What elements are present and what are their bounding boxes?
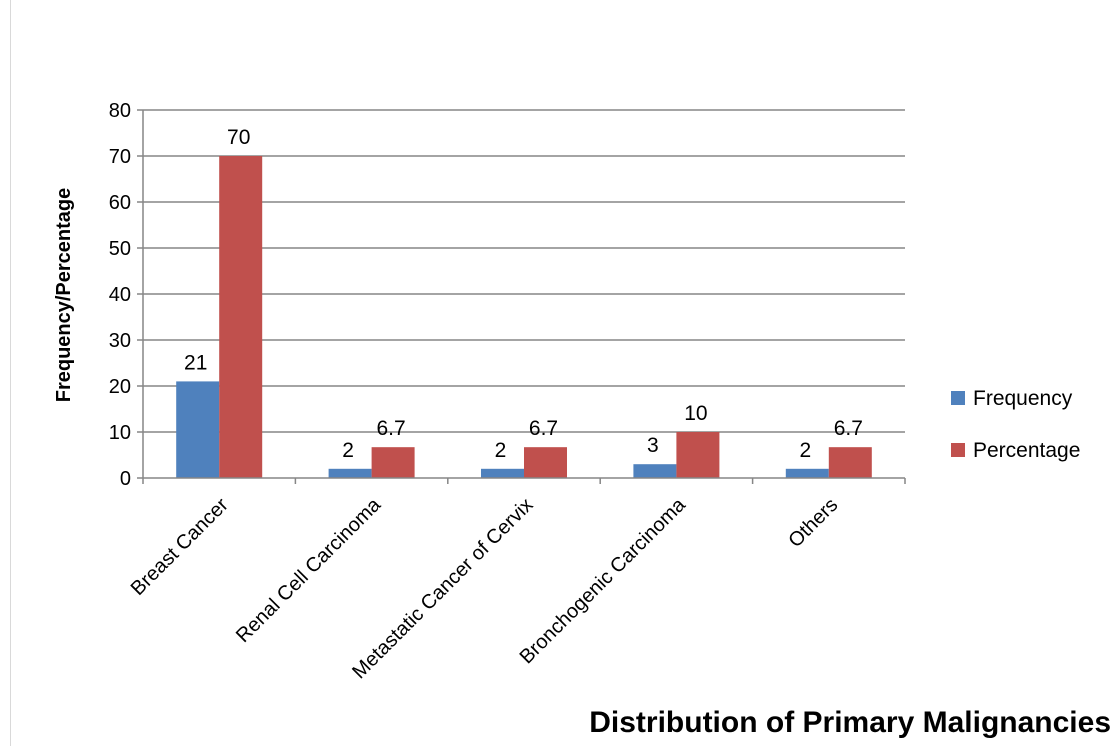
- data-label-frequency: 2: [342, 439, 354, 462]
- y-tick-label: 40: [109, 284, 131, 306]
- y-tick-label: 50: [109, 238, 131, 260]
- y-tick-label: 70: [109, 146, 131, 168]
- category-label: Renal Cell Carcinoma: [232, 493, 386, 647]
- left-border: [10, 0, 11, 746]
- category-label: Breast Cancer: [127, 494, 233, 600]
- y-tick-label: 80: [109, 100, 131, 122]
- category-label: Bronchogenic Carcinoma: [516, 493, 691, 668]
- y-axis-title: Frequency/Percentage: [53, 188, 75, 403]
- gridlines: [143, 109, 905, 433]
- data-label-frequency: 3: [647, 434, 659, 457]
- category-label: Metastatic Cancer of Cervix: [348, 494, 537, 683]
- bar-percentage: [828, 447, 872, 478]
- data-label-percentage: 6.7: [529, 417, 558, 440]
- data-label-frequency: 2: [799, 439, 811, 462]
- bar-percentage: [676, 432, 720, 478]
- data-label-percentage: 10: [684, 402, 707, 425]
- y-tick-label: 0: [120, 468, 131, 490]
- chart-title: Distribution of Primary Malignancies: [589, 706, 1111, 739]
- bar-frequency: [328, 468, 372, 478]
- axes: [137, 109, 906, 484]
- y-tick-label: 30: [109, 330, 131, 352]
- bar-percentage: [371, 447, 415, 478]
- bar-frequency: [481, 468, 524, 478]
- bar-frequency: [785, 468, 829, 478]
- bars: [176, 156, 872, 478]
- y-tick-label: 60: [109, 192, 131, 214]
- legend: Frequency Percentage: [951, 387, 1080, 462]
- data-label-percentage: 6.7: [376, 417, 405, 440]
- legend-label-frequency: Frequency: [973, 387, 1073, 410]
- legend-label-percentage: Percentage: [973, 439, 1080, 462]
- bar-frequency: [176, 381, 220, 478]
- legend-swatch-frequency: [951, 391, 965, 405]
- bar-percentage: [219, 156, 263, 478]
- legend-swatch-percentage: [951, 443, 965, 457]
- bar-frequency: [633, 464, 677, 478]
- y-tick-label: 20: [109, 376, 131, 398]
- data-label-frequency: 2: [495, 439, 507, 462]
- data-label-frequency: 21: [184, 351, 207, 374]
- data-label-percentage: 70: [227, 126, 250, 149]
- bar-percentage: [524, 447, 567, 478]
- data-label-percentage: 6.7: [834, 417, 863, 440]
- y-tick-label: 10: [109, 422, 131, 444]
- category-label: Others: [784, 494, 842, 552]
